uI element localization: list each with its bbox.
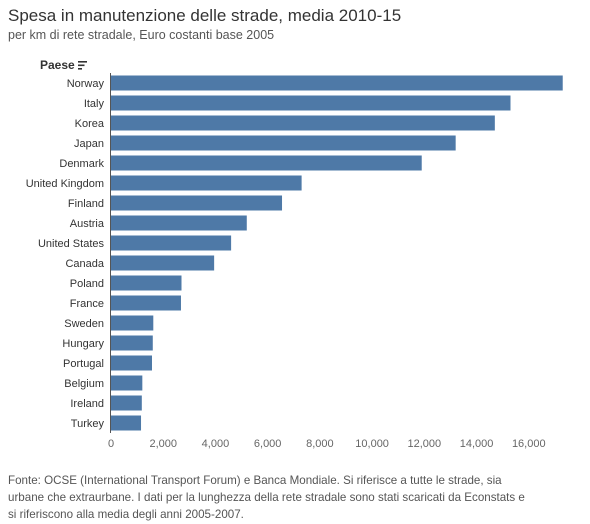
- bar[interactable]: [111, 115, 495, 131]
- x-tick-label: 14,000: [460, 438, 494, 450]
- footnote-line: urbane che extraurbane. I dati per la lu…: [8, 491, 525, 504]
- category-label: France: [70, 298, 104, 310]
- x-tick-label: 8,000: [306, 438, 334, 450]
- x-tick-label: 12,000: [408, 438, 442, 450]
- category-label: Korea: [75, 118, 105, 130]
- footnote: Fonte: OCSE (International Transport For…: [8, 472, 580, 523]
- chart-title: Spesa in manutenzione delle strade, medi…: [8, 6, 402, 25]
- x-tick-label: 0: [108, 438, 114, 450]
- x-tick-label: 4,000: [202, 438, 230, 450]
- bar-chart: Paese Norway Italy Korea Japan Denmark United…: [26, 58, 563, 450]
- category-label: Finland: [68, 198, 104, 210]
- bar[interactable]: [111, 215, 247, 231]
- sort-icon[interactable]: [78, 61, 87, 70]
- category-label: Canada: [65, 258, 104, 270]
- bar[interactable]: [111, 95, 511, 111]
- category-label: United States: [38, 238, 105, 250]
- x-tick-label: 6,000: [254, 438, 282, 450]
- sort-field-label[interactable]: Paese: [40, 58, 75, 72]
- footnote-line: si riferiscono alla media degli anni 200…: [8, 508, 244, 521]
- category-label: Japan: [74, 138, 104, 150]
- bar[interactable]: [111, 335, 153, 351]
- category-label: Norway: [67, 78, 105, 90]
- bars: [111, 75, 563, 431]
- bar[interactable]: [111, 355, 152, 371]
- x-tick-label: 16,000: [512, 438, 546, 450]
- category-labels: Norway Italy Korea Japan Denmark United Kingd…: [26, 78, 105, 430]
- bar[interactable]: [111, 275, 182, 291]
- category-label: Ireland: [70, 398, 104, 410]
- bar[interactable]: [111, 395, 142, 411]
- category-label: Hungary: [62, 338, 104, 350]
- bar[interactable]: [111, 415, 142, 431]
- bar[interactable]: [111, 135, 456, 151]
- category-label: Portugal: [63, 358, 104, 370]
- x-axis-ticks: 0 2,000 4,000 6,000 8,000 10,000 12,000 14,000 1…: [108, 438, 546, 450]
- x-tick-label: 2,000: [149, 438, 177, 450]
- category-label: Denmark: [59, 158, 104, 170]
- bar[interactable]: [111, 75, 563, 91]
- category-label: Poland: [70, 278, 104, 290]
- bar[interactable]: [111, 375, 143, 391]
- category-label: United Kingdom: [26, 178, 104, 190]
- chart-subtitle: per km di rete stradale, Euro costanti b…: [8, 28, 275, 42]
- bar[interactable]: [111, 315, 154, 331]
- bar[interactable]: [111, 155, 422, 171]
- bar[interactable]: [111, 255, 215, 271]
- bar[interactable]: [111, 295, 181, 311]
- x-tick-label: 10,000: [355, 438, 389, 450]
- bar[interactable]: [111, 235, 232, 251]
- bar[interactable]: [111, 195, 283, 211]
- category-label: Belgium: [64, 378, 104, 390]
- category-label: Sweden: [64, 318, 104, 330]
- footnote-line: Fonte: OCSE (International Transport For…: [8, 474, 502, 487]
- category-label: Italy: [84, 98, 105, 110]
- category-label: Turkey: [71, 418, 105, 430]
- category-label: Austria: [70, 218, 105, 230]
- bar[interactable]: [111, 175, 302, 191]
